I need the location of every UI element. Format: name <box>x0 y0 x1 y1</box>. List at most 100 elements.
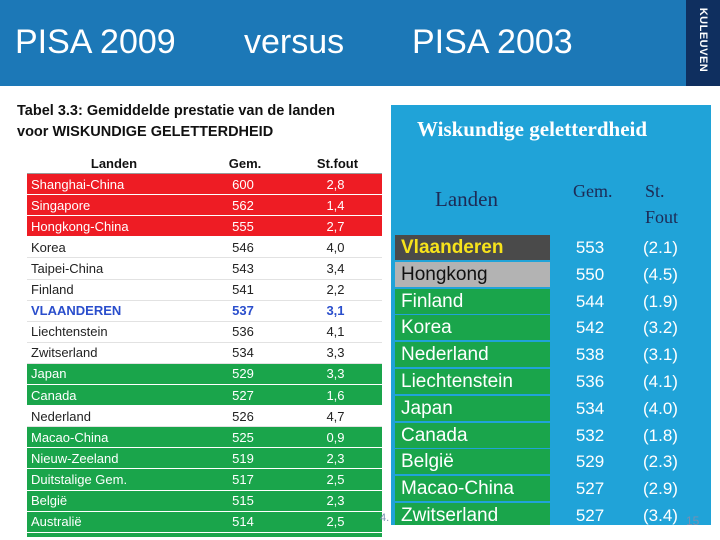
ku-leuven-logo: KULEUVEN <box>686 0 720 86</box>
fout-cell: 2,3 <box>289 447 382 470</box>
land-cell: Singapore <box>27 194 197 217</box>
fout-cell: (1.8) <box>643 425 678 445</box>
table-row: Taipei-China 543 3,4 <box>27 257 382 280</box>
gem-cell: 538 <box>575 345 605 365</box>
gem-cell: 555 <box>197 215 289 238</box>
table-row: Shanghai-China 600 2,8 <box>27 173 382 196</box>
left-table-body: Shanghai-China 600 2,8 Singapore 562 1,4 Hongk… <box>27 173 382 537</box>
table-row: Zwitserland 527 (3.4) <box>395 502 711 525</box>
land-cell: Duitsland <box>27 532 197 537</box>
title-versus: versus <box>244 23 345 61</box>
gem-cell: 527 <box>575 505 605 525</box>
table-row: Nederland 538 (3.1) <box>395 342 711 369</box>
gem-cell: 537 <box>197 300 289 322</box>
land-cell: Korea <box>395 315 550 341</box>
brand-text: KULEUVEN <box>697 7 709 73</box>
table-row: België 529 (2.3) <box>395 449 711 476</box>
table-row: Liechtenstein 536 4,1 <box>27 321 382 343</box>
table-row: Nederland 526 4,7 <box>27 405 382 428</box>
fout-cell: (4.5) <box>643 264 678 284</box>
fout-cell: 3,3 <box>289 363 382 386</box>
fout-cell: 2,7 <box>289 215 382 238</box>
fout-cell: 2,9 <box>289 532 382 537</box>
land-cell: Taipei-China <box>27 257 197 280</box>
gem-cell: 514 <box>197 511 289 533</box>
gem-cell: 525 <box>197 426 289 449</box>
right-table-header: Landen Gem. St. Fout <box>395 179 711 235</box>
gem-cell: 515 <box>197 490 289 512</box>
column-header-landen: Landen <box>435 187 498 211</box>
fout-cell: 0,9 <box>289 426 382 449</box>
column-header-fout: Fout <box>645 207 679 227</box>
table-row: Zwitserland 534 3,3 <box>27 342 382 364</box>
fout-cell: (2.3) <box>643 452 678 472</box>
land-cell: België <box>395 449 550 475</box>
land-cell: België <box>27 490 197 512</box>
gem-cell: 550 <box>575 264 605 284</box>
column-header-st: St. <box>645 181 665 201</box>
fout-cell: 1,4 <box>289 194 382 217</box>
table-row: Australië 514 2,5 <box>27 511 382 533</box>
left-table-title-line1: Tabel 3.3: Gemiddelde prestatie van de l… <box>17 103 336 119</box>
table-row: Duitstalige Gem. 517 2,5 <box>27 468 382 491</box>
pisa-2009-table: Landen Gem. St.fout Shanghai-China 600 2,8… <box>27 153 382 537</box>
fout-cell: 2,5 <box>289 468 382 491</box>
gem-cell: 543 <box>197 257 289 280</box>
land-cell: Liechtenstein <box>27 321 197 343</box>
gem-cell: 532 <box>575 425 605 445</box>
table-row: Hongkong-China 555 2,7 <box>27 215 382 238</box>
table-row: Japan 529 3,3 <box>27 363 382 386</box>
land-cell: Australië <box>27 511 197 533</box>
land-cell: Liechtenstein <box>395 368 550 394</box>
gem-cell: 546 <box>197 236 289 259</box>
land-cell: Shanghai-China <box>27 173 197 196</box>
gem-cell: 529 <box>197 363 289 386</box>
column-header-landen: Landen <box>27 153 197 175</box>
table-row: Canada 532 (1.8) <box>395 422 711 450</box>
gem-cell: 536 <box>575 371 605 391</box>
page-number: 15 <box>686 514 700 528</box>
table-row: Duitsland5132,9 <box>27 532 382 537</box>
gem-cell: 600 <box>197 173 289 196</box>
gem-cell: 534 <box>575 398 605 418</box>
land-cell: Finland <box>27 279 197 301</box>
fout-cell: 2,8 <box>289 173 382 196</box>
table-row: Macao-China 527 (2.9) <box>395 476 711 503</box>
table-row: Finland 541 2,2 <box>27 279 382 301</box>
land-cell: VLAANDEREN <box>27 300 197 322</box>
right-table-title: Wiskundige geletterdheid <box>417 117 648 141</box>
fout-cell: 2,2 <box>289 279 382 301</box>
table-row: Korea 546 4,0 <box>27 236 382 259</box>
land-cell: Hongkong <box>395 261 550 287</box>
fout-cell: (3.4) <box>643 505 678 525</box>
land-cell: Canada <box>27 384 197 407</box>
column-header-stfout: St.fout <box>289 153 382 175</box>
table-row: Finland 544 (1.9) <box>395 288 711 316</box>
gem-cell: 536 <box>197 321 289 343</box>
table-row: België 515 2,3 <box>27 490 382 512</box>
left-table-title: Tabel 3.3: Gemiddelde prestatie van de l… <box>17 101 377 143</box>
land-cell: Nederland <box>27 405 197 428</box>
fout-cell: (2.9) <box>643 479 678 499</box>
table-row: Nieuw-Zeeland 519 2,3 <box>27 447 382 470</box>
pisa-2009-table-panel: Tabel 3.3: Gemiddelde prestatie van de l… <box>13 95 382 537</box>
table-row: Vlaanderen 553 (2.1) <box>395 235 711 262</box>
gem-cell: 513 <box>197 532 289 537</box>
fout-cell: 3,3 <box>289 342 382 364</box>
land-cell: Japan <box>27 363 197 386</box>
land-cell: Korea <box>27 236 197 259</box>
gem-cell: 527 <box>197 384 289 407</box>
fout-cell: 4,0 <box>289 236 382 259</box>
title-pisa-2009: PISA 2009 <box>15 23 176 61</box>
table-row: Singapore 562 1,4 <box>27 194 382 217</box>
fout-cell: 2,3 <box>289 490 382 512</box>
table-row: Korea 542 (3.2) <box>395 315 711 342</box>
table-row: Hongkong 550 (4.5) <box>395 261 711 289</box>
land-cell: Finland <box>395 288 550 314</box>
table-row: VLAANDEREN 537 3,1 <box>27 300 382 322</box>
table-row: Canada 527 1,6 <box>27 384 382 407</box>
fout-cell: 2,5 <box>289 511 382 533</box>
table-row: Japan 534 (4.0) <box>395 395 711 423</box>
left-table-title-line2: voor WISKUNDIGE GELETTERDHEID <box>17 124 274 140</box>
land-cell: Duitstalige Gem. <box>27 468 197 491</box>
